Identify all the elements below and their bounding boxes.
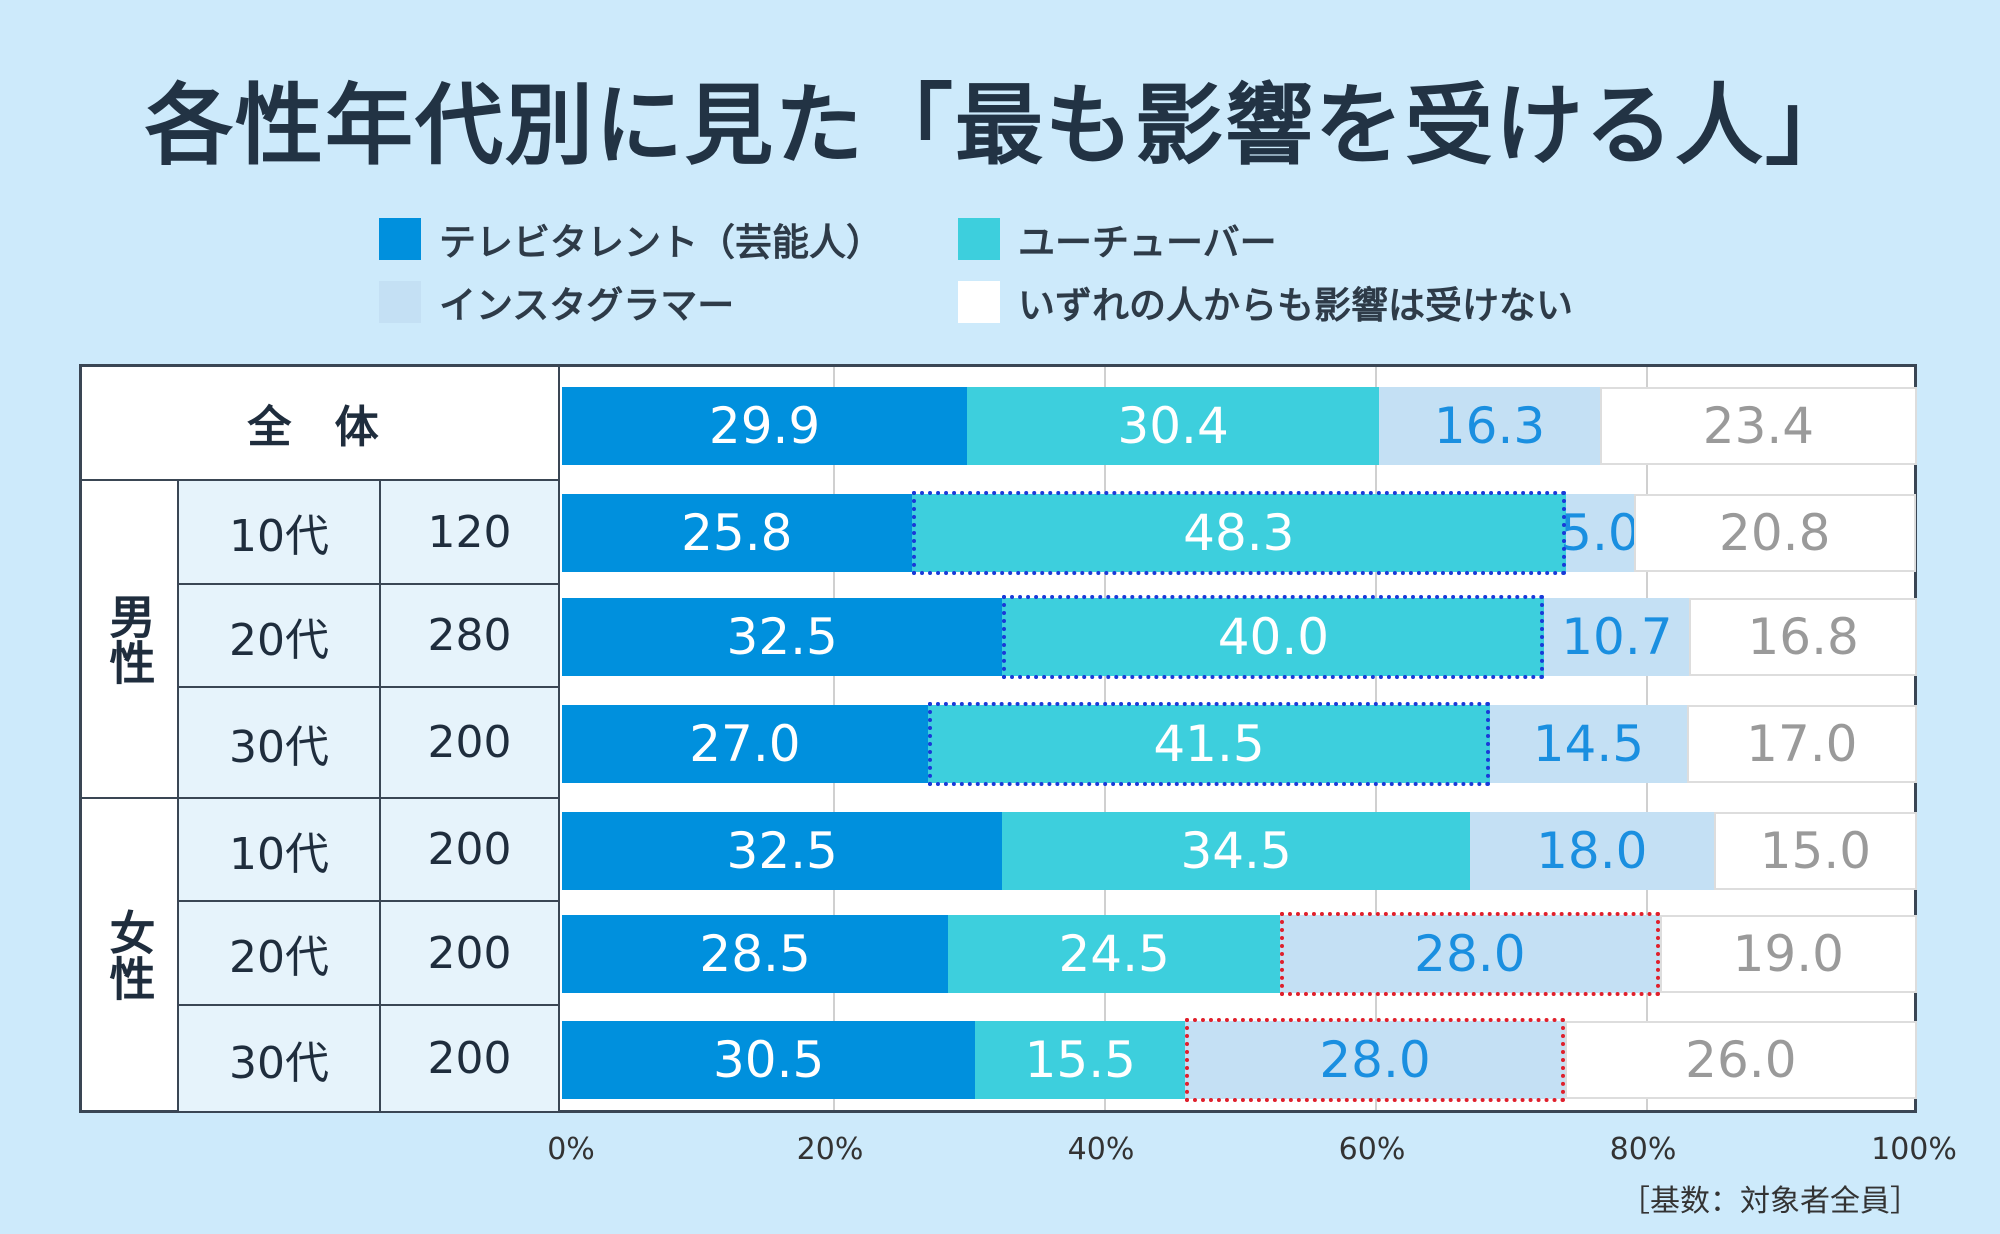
row-age-label: 20代 (179, 902, 381, 1006)
bar-segment: 32.5 (562, 597, 1003, 676)
bar-segment: 34.5 (1002, 811, 1470, 890)
bar-segment: 26.0 (1564, 1020, 1917, 1099)
legend-item-tv: テレビタレント（芸能人） (379, 212, 883, 266)
row-sample-size: 200 (381, 902, 560, 1006)
chart-title: 各性年代別に見た「最も影響を受ける人」 (144, 74, 1855, 177)
bar-segment: 15.5 (975, 1020, 1186, 1099)
row-group-label: 男性 (82, 481, 179, 799)
highlight-box (1280, 912, 1660, 996)
bar-segment: 40.0 (1002, 597, 1545, 676)
bar-segment: 15.0 (1713, 811, 1917, 890)
legend-label: テレビタレント（芸能人） (439, 221, 883, 264)
x-tick-label: 40% (1067, 1132, 1135, 1167)
highlight-box (911, 491, 1567, 575)
row-age-label: 30代 (179, 688, 381, 799)
bar-segment: 48.3 (911, 494, 1567, 572)
bar-segment: 29.9 (562, 387, 968, 465)
row-age-label: 20代 (179, 585, 381, 688)
x-tick-label: 80% (1609, 1132, 1677, 1167)
legend-swatch (379, 218, 421, 260)
bar-segment: 16.3 (1379, 387, 1600, 465)
legend-label: いずれの人からも影響は受けない (1018, 284, 1573, 327)
row-label-total: 全 体 (82, 367, 560, 481)
row-age-label: 10代 (179, 799, 381, 902)
bar-segment: 30.5 (562, 1020, 976, 1099)
bar-segment: 18.0 (1469, 811, 1714, 890)
highlight-box (1002, 594, 1545, 679)
row-age-label: 10代 (179, 481, 381, 585)
chart-table: 全 体男性 女性 10代 120 20代 280 30代 200 10代 200 20代 200 30代… (79, 364, 1917, 1113)
bar-segment: 28.0 (1185, 1020, 1565, 1099)
row-sample-size: 200 (381, 1006, 560, 1113)
bar-segment: 27.0 (562, 704, 928, 783)
row-age-label: 30代 (179, 1006, 381, 1113)
x-tick-label: 100% (1871, 1132, 1957, 1167)
bar-segment: 32.5 (562, 811, 1003, 890)
legend-swatch (379, 281, 421, 323)
base-note: ［基数：対象者全員］ (1620, 1184, 1920, 1219)
bar-segment: 23.4 (1599, 387, 1917, 465)
bar-segment: 41.5 (927, 704, 1491, 783)
highlight-box (1185, 1017, 1565, 1102)
legend-label: インスタグラマー (439, 284, 735, 327)
bar-segment: 30.4 (967, 387, 1380, 465)
legend-label: ユーチューバー (1018, 221, 1277, 264)
legend-item-none: いずれの人からも影響は受けない (958, 275, 1573, 329)
bar-segment: 24.5 (948, 915, 1281, 993)
x-tick-label: 60% (1338, 1132, 1406, 1167)
legend-swatch (958, 281, 1000, 323)
x-tick-label: 20% (796, 1132, 864, 1167)
bar-segment: 14.5 (1490, 704, 1687, 783)
bar-segment: 19.0 (1659, 915, 1917, 993)
bar-segment: 25.8 (562, 494, 912, 572)
bar-segment: 28.0 (1280, 915, 1660, 993)
x-tick-label: 0% (547, 1132, 595, 1167)
row-sample-size: 200 (381, 799, 560, 902)
legend-item-instagrammer: インスタグラマー (379, 275, 734, 329)
bar-segment: 20.8 (1633, 494, 1916, 572)
bar-segment: 10.7 (1544, 597, 1690, 676)
bar-segment: 5.0 (1560, 494, 1640, 572)
legend-swatch (958, 218, 1000, 260)
row-group-label: 女性 (82, 799, 179, 1113)
bar-segment: 17.0 (1686, 704, 1917, 783)
row-sample-size: 200 (381, 688, 560, 799)
bar-segment: 28.5 (562, 915, 949, 993)
highlight-box (927, 701, 1491, 786)
bar-segment: 16.8 (1689, 597, 1917, 676)
row-sample-size: 280 (381, 585, 560, 688)
row-sample-size: 120 (381, 481, 560, 585)
legend-item-youtuber: ユーチューバー (958, 212, 1277, 266)
